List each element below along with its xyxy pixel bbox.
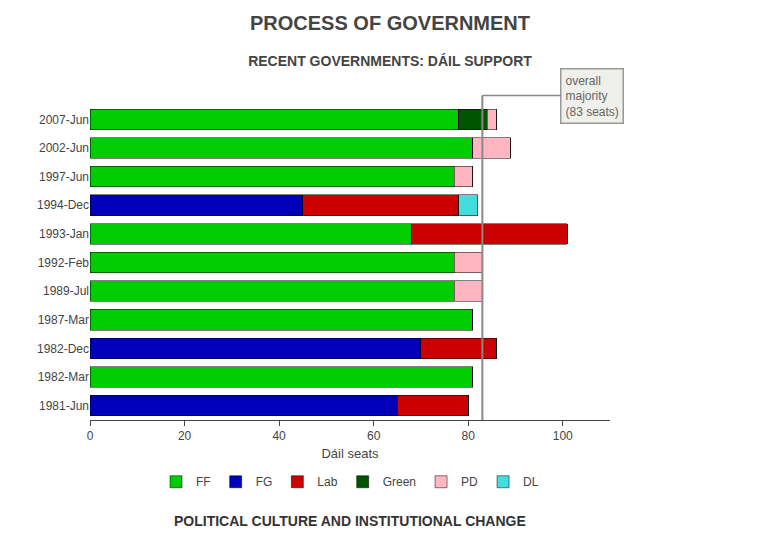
svg-text:Dáil seats: Dáil seats <box>321 446 379 461</box>
svg-text:1982-Dec: 1982-Dec <box>37 342 89 356</box>
svg-text:60: 60 <box>367 429 381 443</box>
svg-text:1994-Dec: 1994-Dec <box>37 198 89 212</box>
svg-text:2002-Jun: 2002-Jun <box>39 141 89 155</box>
svg-text:80: 80 <box>462 429 476 443</box>
svg-text:2007-Jun: 2007-Jun <box>39 113 89 127</box>
svg-text:1981-Jun: 1981-Jun <box>39 399 89 413</box>
svg-text:1982-Mar: 1982-Mar <box>38 370 89 384</box>
svg-text:100: 100 <box>553 429 573 443</box>
svg-text:Green: Green <box>383 475 416 489</box>
svg-text:PROCESS OF GOVERNMENT: PROCESS OF GOVERNMENT <box>250 12 530 34</box>
svg-text:DL: DL <box>523 475 539 489</box>
svg-text:0: 0 <box>87 429 94 443</box>
svg-text:PD: PD <box>461 475 478 489</box>
svg-text:40: 40 <box>272 429 286 443</box>
svg-text:FF: FF <box>196 475 211 489</box>
svg-text:20: 20 <box>178 429 192 443</box>
svg-text:1997-Jun: 1997-Jun <box>39 170 89 184</box>
svg-text:RECENT GOVERNMENTS: DÁIL SUPPO: RECENT GOVERNMENTS: DÁIL SUPPORT <box>248 53 532 69</box>
svg-text:1992-Feb: 1992-Feb <box>38 256 90 270</box>
svg-text:FG: FG <box>256 475 273 489</box>
svg-text:1993-Jan: 1993-Jan <box>39 227 89 241</box>
svg-text:1989-Jul: 1989-Jul <box>43 284 89 298</box>
svg-text:overallmajority(83 seats): overallmajority(83 seats) <box>566 74 619 119</box>
svg-text:1987-Mar: 1987-Mar <box>38 313 89 327</box>
svg-text:POLITICAL CULTURE AND INSTITUT: POLITICAL CULTURE AND INSTITUTIONAL CHAN… <box>174 513 526 529</box>
svg-text:Lab: Lab <box>317 475 337 489</box>
